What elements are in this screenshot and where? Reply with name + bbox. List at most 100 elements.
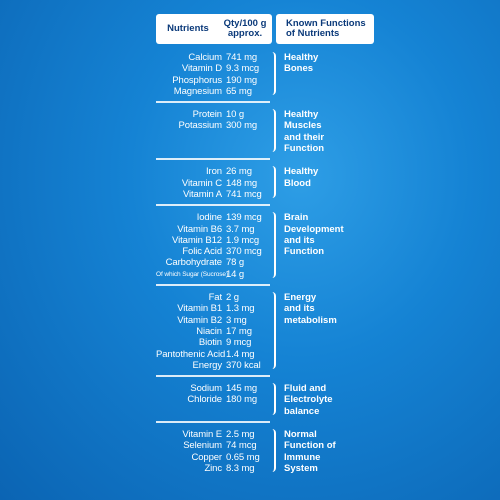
table-row: Vitamin D 9.3 mcg: [156, 63, 266, 74]
table-row: Carbohydrate 78 g: [156, 257, 266, 268]
function-label: Brain Development and its Function: [284, 212, 374, 257]
nutrient-name: Energy: [192, 359, 222, 371]
nutrient-qty: 3 mg: [226, 314, 247, 326]
nutrient-qty: 8.3 mg: [226, 462, 255, 474]
nutrient-qty: 14 g: [226, 268, 245, 280]
table-row: Potassium 300 mg: [156, 120, 266, 131]
group-bracket: [269, 429, 276, 473]
nutrient-rows: Protein 10 g Potassium 300 mg: [156, 109, 266, 154]
nutrient-name: Magnesium: [173, 85, 222, 97]
nutrient-name: Of which Sugar (Sucrose): [156, 270, 229, 278]
nutrient-qty: 741 mg: [226, 52, 258, 63]
nutrient-qty: 0.65 mg: [226, 451, 260, 463]
function-label-line: balance: [284, 405, 320, 417]
nutrient-name: Chloride: [187, 394, 222, 406]
table-row: Iodine 139 mcg: [156, 212, 266, 223]
nutrient-qty: 145 mg: [226, 383, 258, 395]
nutrient-qty: 300 mg: [226, 120, 258, 132]
table-row: Vitamin B2 3 mg: [156, 315, 266, 326]
function-label-line: metabolism: [284, 314, 337, 326]
table-row: Vitamin E 2.5 mg: [156, 429, 266, 440]
function-label-line: Immune: [284, 451, 321, 463]
nutrient-qty: 9.3 mcg: [226, 63, 260, 75]
nutrient-group: Vitamin E 2.5 mg Selenium 74 mcg Copper 0.65 …: [156, 429, 374, 474]
nutrient-group: Iron 26 mg Vitamin C 148 mg Vitamin A 741 mcg…: [156, 166, 374, 200]
nutrient-qty: 3.7 mg: [226, 223, 255, 235]
group-bracket: [269, 292, 276, 370]
function-label-line: and its: [284, 234, 315, 246]
nutrient-groups: Calcium 741 mg Vitamin D 9.3 mcg Phosphorus 1…: [156, 52, 374, 474]
nutrient-rows: Calcium 741 mg Vitamin D 9.3 mcg Phosphorus 1…: [156, 52, 266, 97]
table-row: Protein 10 g: [156, 109, 266, 120]
nutrient-rows: Iodine 139 mcg Vitamin B6 3.7 mg Vitamin B12…: [156, 212, 266, 280]
table-row: Pantothenic Acid 1.4 mg: [156, 349, 266, 360]
nutrient-group: Protein 10 g Potassium 300 mg Healthy Muscles…: [156, 109, 374, 154]
function-label-line: Healthy: [284, 109, 319, 121]
nutrient-name: Zinc: [204, 462, 222, 474]
group-bracket: [269, 166, 276, 199]
table-row: Vitamin A 741 mcg: [156, 189, 266, 200]
function-label-line: Function of: [284, 440, 336, 452]
group-bracket: [269, 212, 276, 279]
nutrient-rows: Vitamin E 2.5 mg Selenium 74 mcg Copper 0.65 …: [156, 429, 266, 474]
nutrient-name: Vitamin B2: [177, 314, 222, 326]
nutrient-name: Carbohydrate: [165, 257, 222, 269]
nutrient-group: Fat 2 g Vitamin B1 1.3 mg Vitamin B2 3 mg Niac…: [156, 292, 374, 371]
nutrient-name: Vitamin B1: [177, 303, 222, 315]
group-bracket: [269, 52, 276, 96]
group-divider: [156, 284, 270, 287]
functions-column-header: Known Functions of Nutrients: [276, 14, 374, 44]
functions-header-line-1: Known Functions: [286, 18, 366, 29]
table-row: Energy 370 kcal: [156, 360, 266, 371]
nutrient-name: Potassium: [178, 120, 223, 132]
table-header: Nutrients Qty/100 g approx. Known Functi…: [156, 14, 374, 44]
nutrient-qty: 1.3 mg: [226, 303, 255, 315]
function-label-line: Development: [284, 223, 344, 235]
group-bracket: [269, 109, 276, 153]
nutrient-group: Iodine 139 mcg Vitamin B6 3.7 mg Vitamin B12…: [156, 212, 374, 280]
nutrient-name: Folic Acid: [182, 246, 222, 258]
table-row: Vitamin B6 3.7 mg: [156, 224, 266, 235]
group-divider: [156, 101, 270, 104]
function-label-line: Bones: [284, 63, 314, 75]
table-row: Copper 0.65 mg: [156, 452, 266, 463]
group-bracket: [269, 383, 276, 416]
nutrient-qty: 17 mg: [226, 325, 252, 337]
nutrients-column-header: Nutrients: [167, 23, 209, 34]
table-row: Vitamin B1 1.3 mg: [156, 303, 266, 314]
nutrient-name: Vitamin C: [181, 177, 222, 189]
nutrient-qty: 139 mcg: [226, 212, 262, 224]
function-label-line: Electrolyte: [284, 394, 333, 406]
nutrient-name: Fat: [208, 292, 223, 304]
function-label: Energy and its metabolism: [284, 292, 374, 326]
nutrient-name: Pantothenic Acid: [156, 348, 226, 360]
function-label-line: Healthy: [284, 52, 319, 63]
nutrient-group: Sodium 145 mg Chloride 180 mg Fluid and Elect…: [156, 383, 374, 417]
functions-header-line-2: of Nutrients: [286, 28, 340, 39]
nutrient-name: Vitamin D: [181, 63, 222, 75]
function-label-line: and its: [284, 303, 315, 315]
nutrient-name: Phosphorus: [172, 74, 222, 86]
table-row: Iron 26 mg: [156, 166, 266, 177]
function-label: Normal Function of Immune System: [284, 429, 374, 474]
nutrient-name: Iodine: [196, 212, 222, 224]
nutrient-name: Vitamin E: [182, 429, 222, 441]
group-divider: [156, 158, 270, 161]
nutrient-qty: 370 kcal: [226, 359, 261, 371]
table-row: Chloride 180 mg: [156, 394, 266, 405]
nutrient-rows: Fat 2 g Vitamin B1 1.3 mg Vitamin B2 3 mg Niac…: [156, 292, 266, 371]
function-label-line: System: [284, 462, 318, 474]
nutrient-name: Niacin: [196, 325, 222, 337]
qty-header-line-1: Qty/100 g: [223, 18, 267, 29]
nutrient-qty: 26 mg: [226, 166, 252, 178]
function-label-line: Normal: [284, 429, 317, 441]
group-divider: [156, 204, 270, 207]
table-row: Of which Sugar (Sucrose) 14 g: [156, 269, 266, 280]
nutrient-qty: 10 g: [226, 109, 245, 121]
nutrient-qty: 2 g: [226, 292, 239, 304]
nutrient-qty: 180 mg: [226, 394, 258, 406]
nutrient-qty: 148 mg: [226, 177, 258, 189]
nutrient-qty: 9 mcg: [226, 337, 252, 349]
nutrient-name: Protein: [192, 109, 223, 121]
nutrient-name: Vitamin B6: [177, 223, 222, 235]
